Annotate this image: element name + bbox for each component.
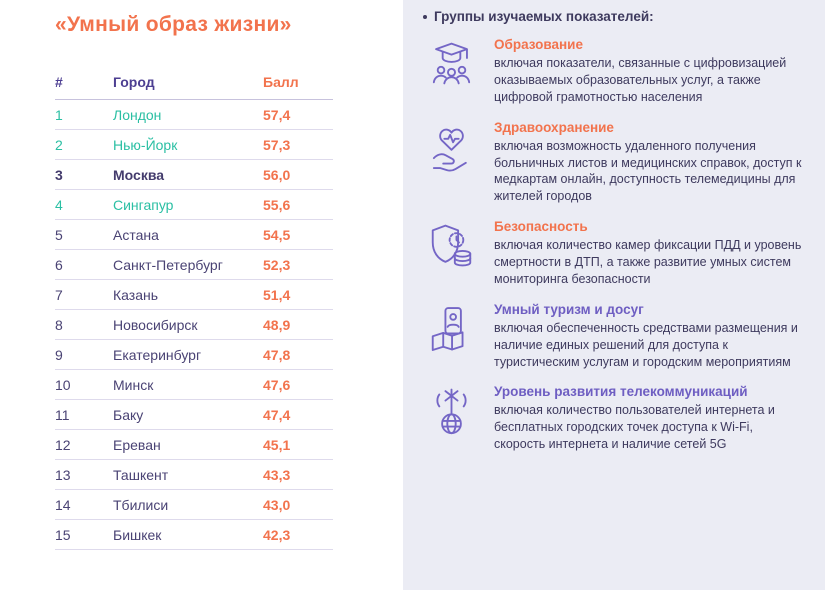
cell-score: 43,3 <box>263 459 333 490</box>
cell-rank: 14 <box>55 489 113 520</box>
cell-rank: 3 <box>55 159 113 190</box>
table-row: 7 Казань 51,4 <box>55 279 333 310</box>
indicator-title: Образование <box>494 37 583 52</box>
table-row: 4 Сингапур 55,6 <box>55 189 333 220</box>
cell-rank: 8 <box>55 309 113 340</box>
table-row: 14 Тбилиси 43,0 <box>55 489 333 520</box>
indicators-header-label: Группы изучаемых показателей: <box>434 9 654 24</box>
cell-score: 48,9 <box>263 309 333 340</box>
indicator-group: Безопасность включая количество камер фик… <box>423 219 803 288</box>
cell-city: Нью-Йорк <box>113 129 263 160</box>
cell-rank: 15 <box>55 519 113 550</box>
cell-rank: 10 <box>55 369 113 400</box>
cell-rank: 5 <box>55 219 113 250</box>
table-row: 8 Новосибирск 48,9 <box>55 309 333 340</box>
indicator-groups-list: Образование включая показатели, связанные… <box>423 37 803 453</box>
telecom-icon <box>423 384 479 453</box>
cell-city: Ташкент <box>113 459 263 490</box>
indicators-header: Группы изучаемых показателей: <box>423 9 803 24</box>
indicator-group: Образование включая показатели, связанные… <box>423 37 803 106</box>
healthcare-icon <box>423 120 479 206</box>
ranking-panel: «Умный образ жизни» # Город Балл 1 Лондон… <box>0 0 403 590</box>
cell-rank: 4 <box>55 189 113 220</box>
cell-city: Минск <box>113 369 263 400</box>
col-header-rank: # <box>55 74 113 100</box>
indicator-description: включая обеспеченность средствами размещ… <box>494 320 798 369</box>
indicator-title: Безопасность <box>494 219 588 235</box>
cell-rank: 9 <box>55 339 113 370</box>
cell-rank: 1 <box>55 99 113 130</box>
cell-city: Астана <box>113 219 263 250</box>
cell-score: 45,1 <box>263 429 333 460</box>
cell-score: 56,0 <box>263 159 333 190</box>
indicator-description: включая количество пользователей интерне… <box>494 403 775 452</box>
indicator-text-block: Умный туризм и досуг включая обеспеченнос… <box>494 302 803 371</box>
page-title: «Умный образ жизни» <box>55 13 292 36</box>
indicator-group: Уровень развития телекоммуникаций включая… <box>423 384 803 453</box>
cell-rank: 13 <box>55 459 113 490</box>
indicators-panel: Группы изучаемых показателей: Образовани… <box>403 0 825 590</box>
cell-city: Ереван <box>113 429 263 460</box>
indicator-group: Умный туризм и досуг включая обеспеченнос… <box>423 302 803 371</box>
indicator-group: Здравоохранение включая возможность удале… <box>423 120 803 206</box>
cell-score: 57,4 <box>263 99 333 130</box>
cell-score: 47,8 <box>263 339 333 370</box>
cell-city: Москва <box>113 159 263 190</box>
cell-city: Лондон <box>113 99 263 130</box>
cell-city: Тбилиси <box>113 489 263 520</box>
table-header-row: # Город Балл <box>55 74 333 100</box>
table-row: 12 Ереван 45,1 <box>55 429 333 460</box>
ranking-table: # Город Балл 1 Лондон 57,4 2 Нью-Йорк 57,3 3 Мо… <box>55 74 333 550</box>
indicator-text-block: Образование включая показатели, связанные… <box>494 37 803 106</box>
cell-city: Бишкек <box>113 519 263 550</box>
cell-rank: 12 <box>55 429 113 460</box>
cell-score: 51,4 <box>263 279 333 310</box>
tourism-icon <box>423 302 479 371</box>
table-row: 5 Астана 54,5 <box>55 219 333 250</box>
indicator-title: Умный туризм и досуг <box>494 301 644 317</box>
table-row: 15 Бишкек 42,3 <box>55 519 333 550</box>
col-header-score: Балл <box>263 74 333 100</box>
indicator-description: включая количество камер фиксации ПДД и … <box>494 238 802 286</box>
cell-rank: 6 <box>55 249 113 280</box>
cell-city: Санкт-Петербург <box>113 249 263 280</box>
indicator-title: Здравоохранение <box>494 119 614 135</box>
cell-city: Баку <box>113 399 263 430</box>
cell-score: 43,0 <box>263 489 333 520</box>
cell-city: Новосибирск <box>113 309 263 340</box>
table-row: 13 Ташкент 43,3 <box>55 459 333 490</box>
table-row: 11 Баку 47,4 <box>55 399 333 430</box>
education-icon <box>423 37 479 106</box>
indicator-text-block: Уровень развития телекоммуникаций включая… <box>494 384 803 453</box>
cell-rank: 7 <box>55 279 113 310</box>
cell-city: Казань <box>113 279 263 310</box>
cell-score: 52,3 <box>263 249 333 280</box>
table-row: 10 Минск 47,6 <box>55 369 333 400</box>
cell-rank: 2 <box>55 129 113 160</box>
cell-score: 42,3 <box>263 519 333 550</box>
cell-city: Екатеринбург <box>113 339 263 370</box>
cell-score: 55,6 <box>263 189 333 220</box>
table-row: 6 Санкт-Петербург 52,3 <box>55 249 333 280</box>
indicator-description: включая показатели, связанные с цифровиз… <box>494 56 787 104</box>
indicator-title: Уровень развития телекоммуникаций <box>494 384 748 400</box>
indicator-description: включая возможность удаленного получения… <box>494 138 802 204</box>
ranking-table-body: 1 Лондон 57,4 2 Нью-Йорк 57,3 3 Москва 56,0 4 Синг… <box>55 99 333 550</box>
indicator-text-block: Безопасность включая количество камер фик… <box>494 219 803 288</box>
indicator-text-block: Здравоохранение включая возможность удале… <box>494 120 803 206</box>
cell-score: 54,5 <box>263 219 333 250</box>
cell-rank: 11 <box>55 399 113 430</box>
table-row: 3 Москва 56,0 <box>55 159 333 190</box>
security-icon <box>423 219 479 288</box>
cell-score: 57,3 <box>263 129 333 160</box>
col-header-city: Город <box>113 74 263 100</box>
table-row: 9 Екатеринбург 47,8 <box>55 339 333 370</box>
table-row: 2 Нью-Йорк 57,3 <box>55 129 333 160</box>
cell-score: 47,4 <box>263 399 333 430</box>
cell-city: Сингапур <box>113 189 263 220</box>
table-row: 1 Лондон 57,4 <box>55 99 333 130</box>
cell-score: 47,6 <box>263 369 333 400</box>
bullet-icon <box>423 14 427 19</box>
